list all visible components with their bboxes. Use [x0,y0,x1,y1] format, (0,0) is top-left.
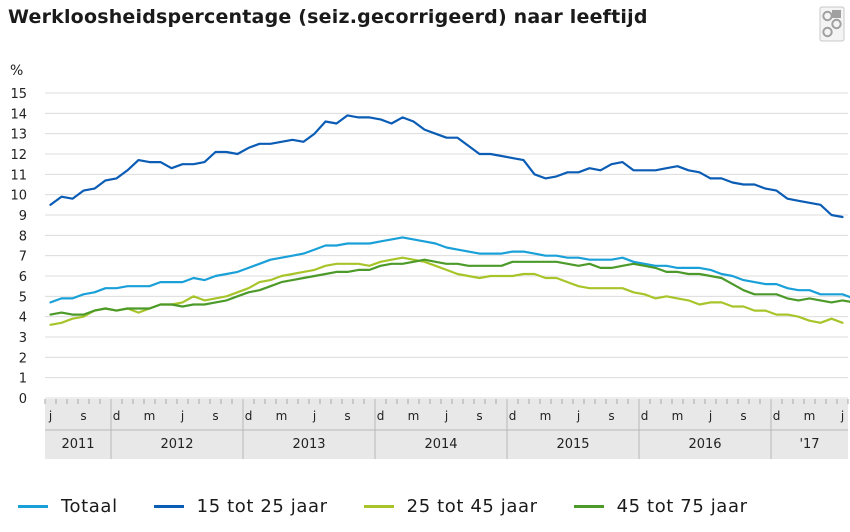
y-tick-label: 1 [19,372,27,387]
y-tick-label: 8 [19,229,27,244]
x-month-label: j [708,409,712,423]
x-month-label: s [212,409,218,423]
x-year-label: '17 [799,437,819,452]
legend-label-25-45: 25 tot 45 jaar [406,496,538,517]
series-line-4 [49,258,850,316]
legend-label-totaal: Totaal [61,496,118,517]
y-tick-label: 14 [10,107,27,122]
x-month-label: m [804,409,816,423]
x-month-label: s [344,409,350,423]
legend-swatch-45-75 [573,505,604,508]
x-month-label: j [444,409,448,423]
x-month-label: s [80,409,86,423]
x-month-label: d [641,409,649,423]
y-axis-label: % [10,63,23,79]
legend-item-15-25: 15 tot 25 jaar [153,496,328,517]
legend-item-totaal: Totaal [18,496,118,517]
x-month-label: d [245,409,253,423]
x-month-label: m [408,409,420,423]
legend-swatch-25-45 [363,505,394,508]
x-year-label: 2015 [556,437,589,452]
y-tick-label: 6 [19,270,27,285]
y-tick-label: 13 [10,128,27,143]
x-month-label: s [740,409,746,423]
y-tick-label: 2 [19,351,27,366]
y-tick-label: 4 [19,311,27,326]
x-month-label: d [509,409,517,423]
series-line-1 [49,236,850,304]
legend-item-25-45: 25 tot 45 jaar [363,496,538,517]
chart-title: Werkloosheidspercentage (seiz.gecorrigee… [8,6,648,28]
legend-swatch-totaal [18,505,48,508]
x-month-label: m [540,409,552,423]
x-axis-band [45,399,848,459]
legend-item-45-75: 45 tot 75 jaar [573,496,748,517]
y-tick-label: 11 [10,168,27,183]
x-year-label: 2014 [424,437,457,452]
x-month-label: d [773,409,781,423]
y-tick-label: 0 [19,392,27,407]
y-tick-label: 12 [10,148,27,163]
x-month-label: m [672,409,684,423]
x-year-label: 2012 [160,437,193,452]
y-tick-label: 7 [19,250,27,265]
chart-legend: Totaal 15 tot 25 jaar 25 tot 45 jaar 45 … [18,496,784,517]
x-month-label: j [48,409,52,423]
y-tick-label: 10 [10,189,27,204]
x-month-label: j [312,409,316,423]
legend-label-45-75: 45 tot 75 jaar [616,496,748,517]
x-month-label: j [840,409,844,423]
x-year-label: 2013 [292,437,325,452]
y-tick-label: 15 [10,87,27,102]
y-tick-label: 5 [19,290,27,305]
y-tick-label: 3 [19,331,27,346]
x-month-label: j [576,409,580,423]
y-tick-label: 9 [19,209,27,224]
legend-label-15-25: 15 tot 25 jaar [196,496,328,517]
x-year-label: 2016 [688,437,721,452]
x-month-label: d [377,409,385,423]
x-month-label: m [144,409,156,423]
x-month-label: j [180,409,184,423]
x-year-label: 2011 [61,437,94,452]
cbs-logo-icon [819,6,845,42]
x-month-label: d [113,409,121,423]
legend-swatch-15-25 [153,505,184,508]
x-month-label: s [608,409,614,423]
series-line-2 [49,114,844,219]
x-month-label: s [476,409,482,423]
x-month-label: m [276,409,288,423]
series-line-3 [49,256,844,326]
